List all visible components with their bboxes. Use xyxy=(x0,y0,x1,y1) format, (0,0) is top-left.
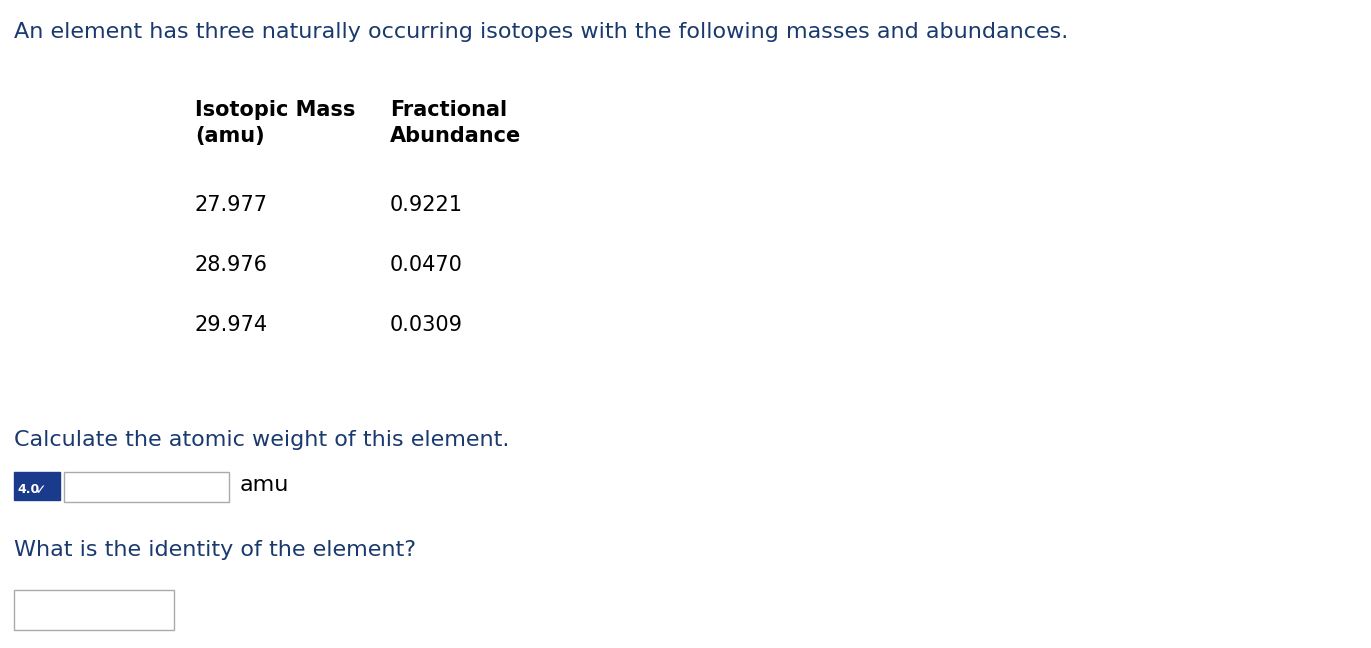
Text: (amu): (amu) xyxy=(195,126,265,146)
Text: What is the identity of the element?: What is the identity of the element? xyxy=(14,540,415,560)
Text: ✓: ✓ xyxy=(36,483,47,497)
Text: amu: amu xyxy=(240,475,289,495)
FancyBboxPatch shape xyxy=(14,590,174,630)
Text: 0.0470: 0.0470 xyxy=(389,255,463,275)
Text: Calculate the atomic weight of this element.: Calculate the atomic weight of this elem… xyxy=(14,430,510,450)
Text: 0.9221: 0.9221 xyxy=(389,195,463,215)
Text: 4.0: 4.0 xyxy=(16,483,40,496)
FancyBboxPatch shape xyxy=(64,472,229,502)
Text: 27.977: 27.977 xyxy=(195,195,267,215)
FancyBboxPatch shape xyxy=(14,472,60,500)
Text: Abundance: Abundance xyxy=(389,126,521,146)
Text: 28.976: 28.976 xyxy=(195,255,267,275)
Text: 0.0309: 0.0309 xyxy=(389,315,463,335)
Text: Isotopic Mass: Isotopic Mass xyxy=(195,100,355,120)
Text: 29.974: 29.974 xyxy=(195,315,269,335)
Text: Fractional: Fractional xyxy=(389,100,507,120)
Text: An element has three naturally occurring isotopes with the following masses and : An element has three naturally occurring… xyxy=(14,22,1068,42)
